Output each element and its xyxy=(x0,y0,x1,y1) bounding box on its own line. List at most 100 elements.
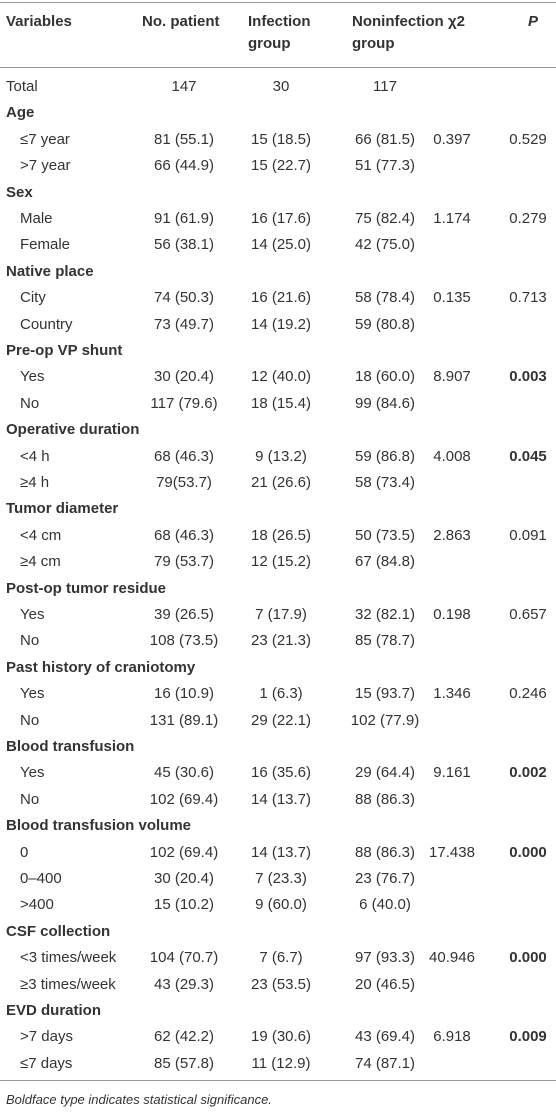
cell: 58 (78.4) xyxy=(354,289,416,307)
cell: 18 (60.0) xyxy=(354,368,416,386)
cell: 75 (82.4) xyxy=(354,210,416,227)
cell: 7 (23.3) xyxy=(255,870,307,887)
row-label: Male xyxy=(20,210,53,227)
cell: 30 (20.4) xyxy=(153,870,215,887)
cell: 11 (12.9) xyxy=(251,1054,311,1072)
row-label: ≤7 days xyxy=(20,1054,73,1072)
cell: 74 (50.3) xyxy=(153,289,215,307)
cell: 91 (61.9) xyxy=(153,210,215,227)
cell: 16 (10.9) xyxy=(153,685,215,703)
cell: 117 xyxy=(373,78,397,95)
cell: 0.713 xyxy=(509,289,547,307)
cell: 18 (15.4) xyxy=(250,394,312,412)
cell: 30 (20.4) xyxy=(153,368,215,386)
cell: 8.907 xyxy=(433,368,471,386)
row-label: Female xyxy=(20,236,71,254)
cell: 29 (64.4) xyxy=(354,764,416,782)
cell: 1.346 xyxy=(433,685,471,703)
cell: 56 (38.1) xyxy=(153,236,215,254)
cell: 79(53.7) xyxy=(156,474,212,491)
cell: 102 (77.9) xyxy=(350,711,420,729)
cell: 51 (77.3) xyxy=(354,157,416,175)
cell: 0.009 xyxy=(509,1028,547,1046)
row-label: Total xyxy=(6,78,38,95)
cell: 88 (86.3) xyxy=(354,790,416,808)
cell: 6.918 xyxy=(433,1028,471,1046)
section-heading: EVD duration xyxy=(6,1002,102,1019)
cell: 81 (55.1) xyxy=(153,130,215,148)
section-heading: Operative duration xyxy=(6,421,140,439)
cell: 59 (80.8) xyxy=(354,315,416,333)
section-heading: Age xyxy=(6,104,35,122)
cell: 67 (84.8) xyxy=(354,553,416,571)
row-label: 0–400 xyxy=(20,870,62,887)
row-label: No xyxy=(20,632,40,650)
row-label: Yes xyxy=(20,764,45,782)
header-cell: Variables xyxy=(6,13,72,30)
cell: 117 (79.6) xyxy=(150,394,218,412)
cell: 19 (30.6) xyxy=(250,1028,312,1046)
cell: 2.863 xyxy=(433,526,471,544)
cell: 0.091 xyxy=(509,526,547,544)
cell: 1 (6.3) xyxy=(259,685,303,703)
cell: 16 (17.6) xyxy=(250,210,312,227)
section-heading: Past history of craniotomy xyxy=(6,658,196,676)
header-cell: χ2 xyxy=(448,13,465,30)
section-heading: Tumor diameter xyxy=(6,500,119,518)
cell: 15 (93.7) xyxy=(354,685,416,703)
cell: 16 (35.6) xyxy=(250,764,312,782)
bottom-rule xyxy=(0,1080,556,1081)
header-cell: Noninfection group xyxy=(352,13,444,52)
cell: 12 (40.0) xyxy=(250,368,312,386)
cell: 16 (21.6) xyxy=(250,289,312,307)
section-heading: Native place xyxy=(6,262,94,280)
header-cell: Infection group xyxy=(248,13,311,52)
cell: 73 (49.7) xyxy=(153,315,215,333)
cell: 23 (21.3) xyxy=(250,632,312,650)
cell: 50 (73.5) xyxy=(354,526,416,544)
cell: 45 (30.6) xyxy=(153,764,215,782)
cell: 14 (19.2) xyxy=(250,315,312,333)
cell: 102 (69.4) xyxy=(149,790,219,808)
row-label: Yes xyxy=(20,368,45,386)
cell: 9 (13.2) xyxy=(255,447,307,465)
cell: 85 (57.8) xyxy=(153,1054,215,1072)
cell: 30 xyxy=(272,78,290,95)
row-label: <3 times/week xyxy=(20,949,117,967)
row-label: <4 h xyxy=(20,447,50,465)
cell: 59 (86.8) xyxy=(354,447,416,465)
row-label: ≥4 h xyxy=(20,474,50,491)
cell: 23 (76.7) xyxy=(354,870,416,887)
cell: 32 (82.1) xyxy=(354,606,416,623)
row-label: No xyxy=(20,394,40,412)
cell: 68 (46.3) xyxy=(153,526,215,544)
cell: 68 (46.3) xyxy=(153,447,215,465)
cell: 1.174 xyxy=(433,210,471,227)
cell: 29 (22.1) xyxy=(250,711,312,729)
cell: 0.002 xyxy=(509,764,547,782)
cell: 39 (26.5) xyxy=(153,606,215,623)
row-label: >7 year xyxy=(20,157,71,175)
cell: 85 (78.7) xyxy=(354,632,416,650)
cell: 108 (73.5) xyxy=(149,632,219,650)
cell: 6 (40.0) xyxy=(359,896,411,914)
cell: 0.000 xyxy=(509,949,547,967)
row-label: Country xyxy=(20,315,73,333)
cell: 0.529 xyxy=(509,130,547,148)
cell: 0.000 xyxy=(509,843,547,861)
cell: 88 (86.3) xyxy=(354,843,416,861)
cell: 12 (15.2) xyxy=(250,553,312,571)
cell: 0.279 xyxy=(509,210,547,227)
row-label: >7 days xyxy=(20,1028,73,1046)
cell: 7 (6.7) xyxy=(259,949,303,967)
row-label: ≥4 cm xyxy=(20,553,61,571)
cell: 66 (44.9) xyxy=(153,157,215,175)
cell: 74 (87.1) xyxy=(354,1054,416,1072)
row-label: No xyxy=(20,711,40,729)
cell: 0.003 xyxy=(509,368,547,386)
cell: 131 (89.1) xyxy=(149,711,219,729)
section-heading: Blood transfusion volume xyxy=(6,817,192,835)
header-cell: P xyxy=(528,13,539,30)
row-label: No xyxy=(20,790,40,808)
cell: 62 (42.2) xyxy=(153,1028,215,1046)
